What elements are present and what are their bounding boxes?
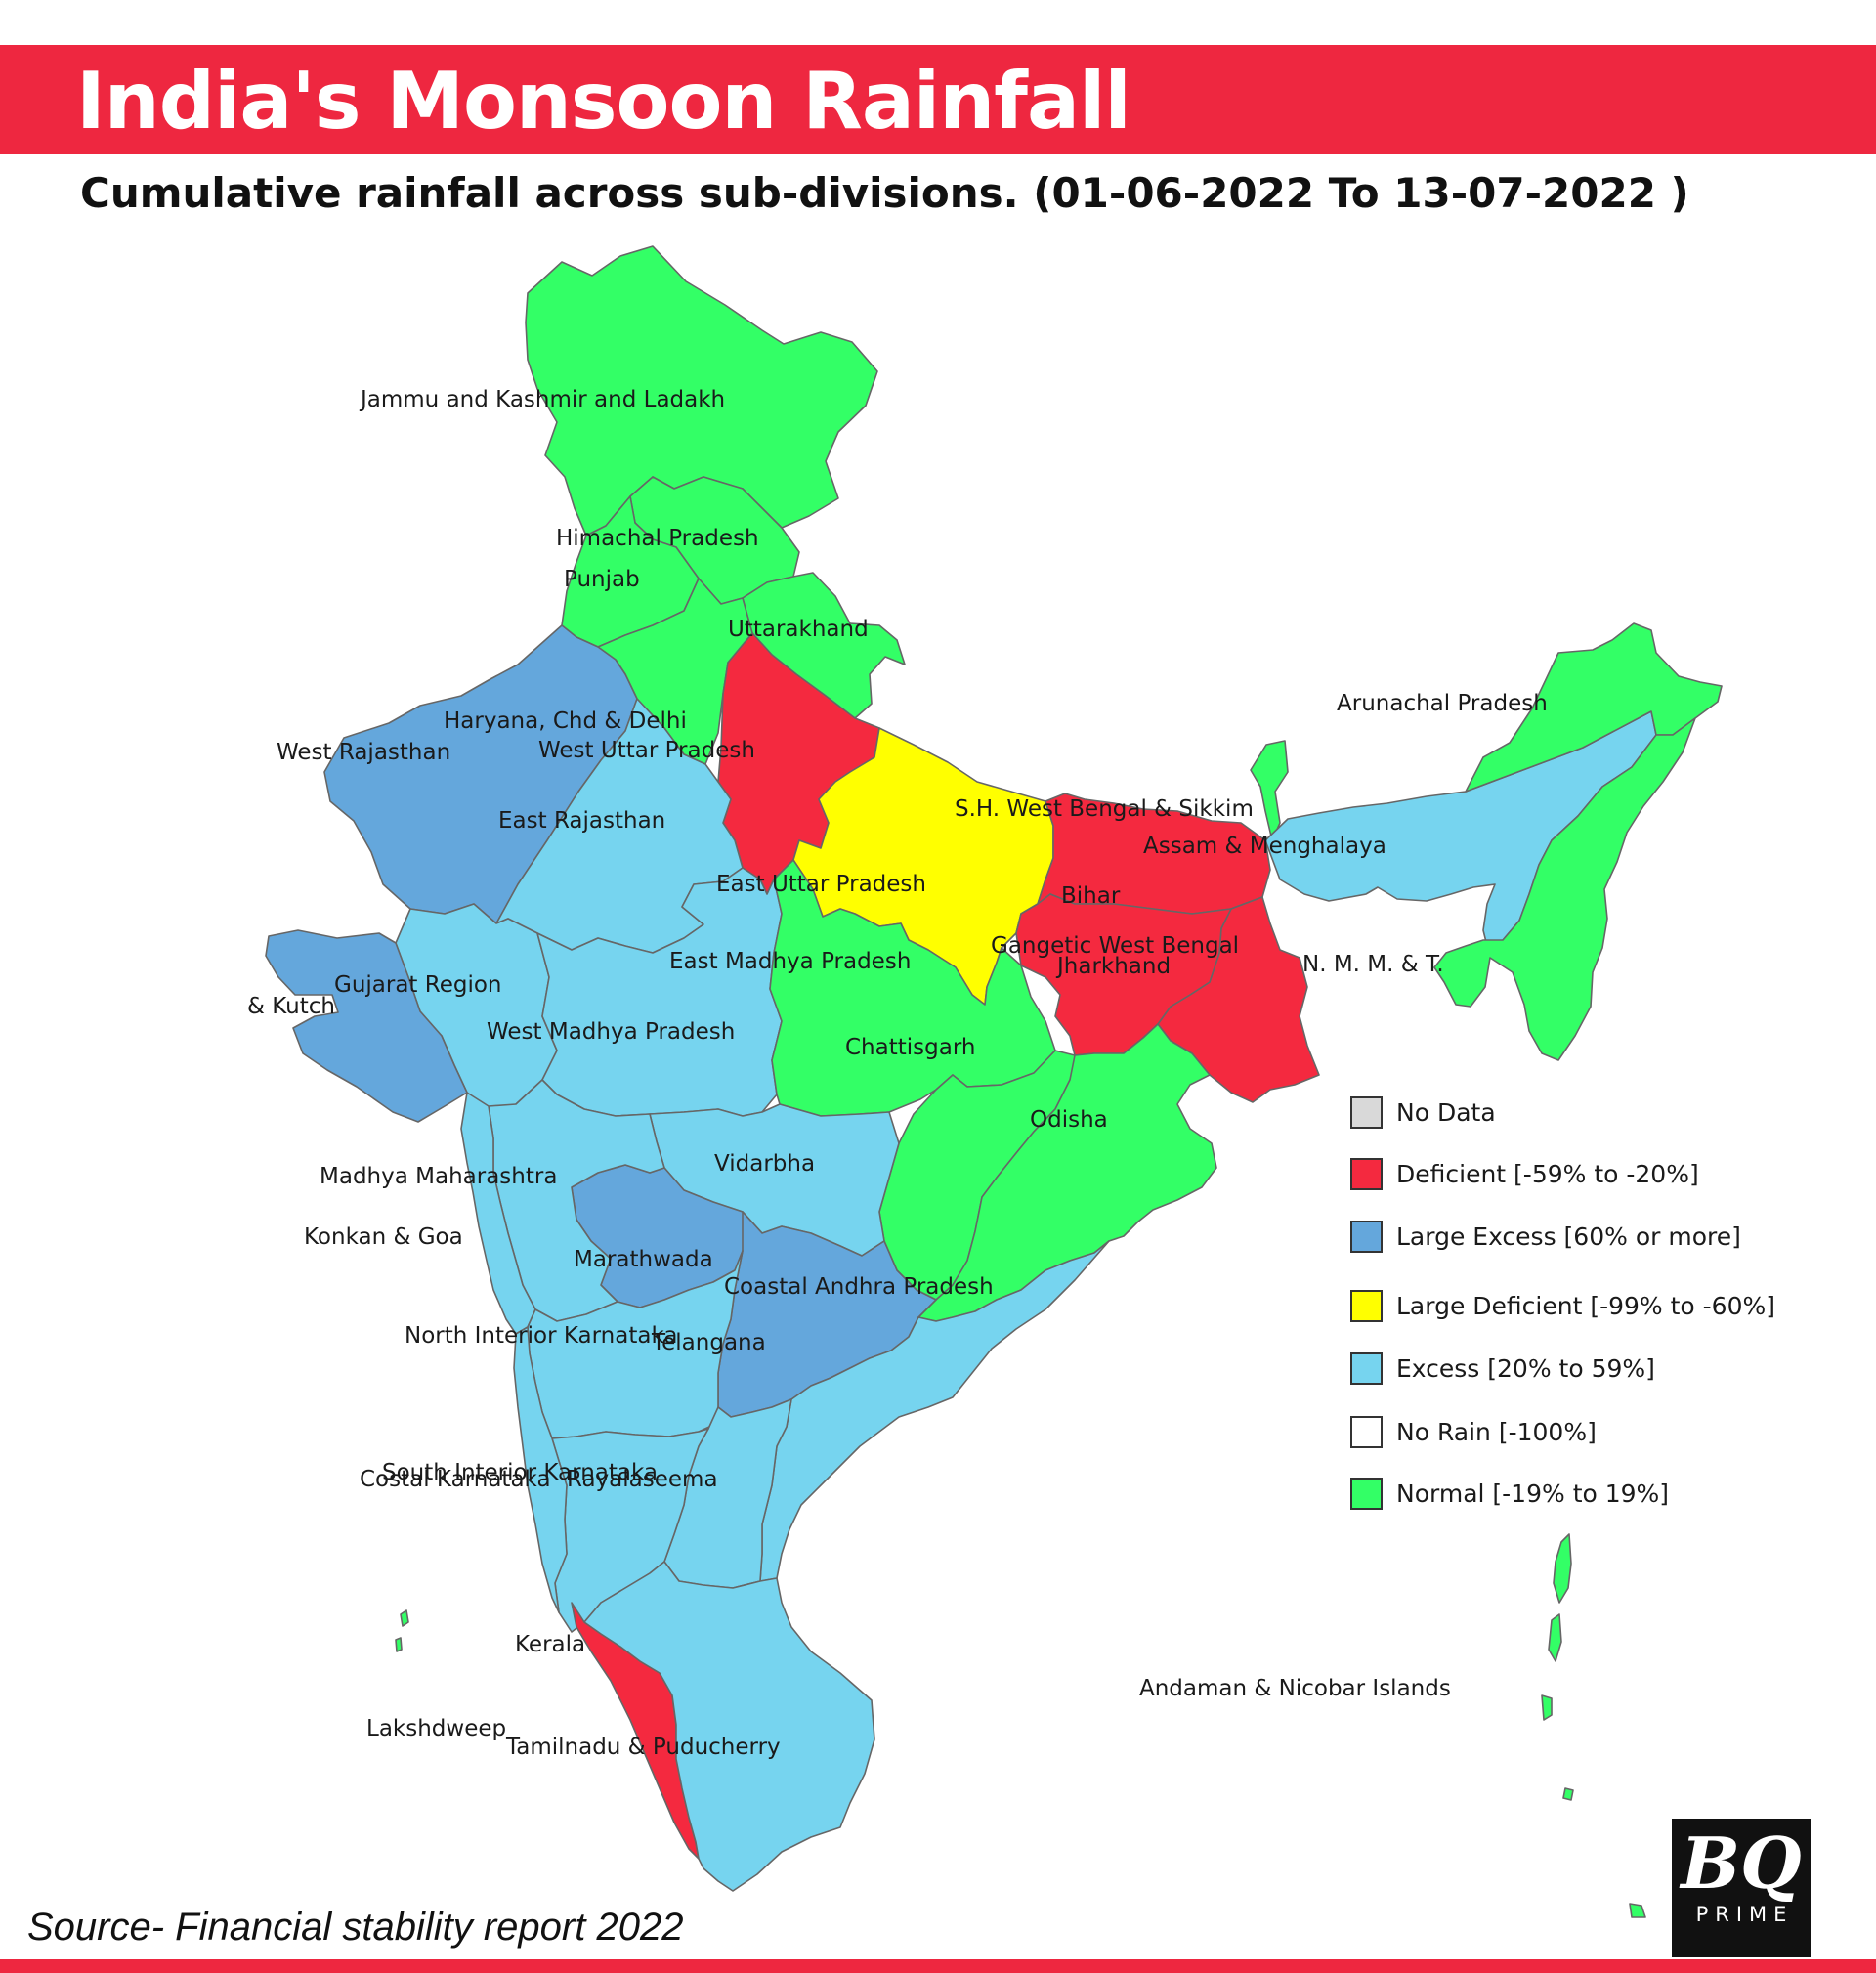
page-subtitle: Cumulative rainfall across sub-divisions… xyxy=(80,169,1689,217)
legend-label: Large Deficient [-99% to -60%] xyxy=(1396,1291,1776,1320)
region-costal-karnataka xyxy=(513,1326,568,1613)
region-label-kutch: & Kutch xyxy=(247,994,336,1019)
page-title: India's Monsoon Rainfall xyxy=(76,56,1131,147)
region-label-chattisgarh: Chattisgarh xyxy=(845,1035,976,1060)
legend-item-large-excess: Large Excess [60% or more] xyxy=(1350,1217,1741,1256)
legend-item-no-data: No Data xyxy=(1350,1093,1496,1132)
legend-label: Normal [-19% to 19%] xyxy=(1396,1479,1670,1508)
legend-item-no-rain: No Rain [-100%] xyxy=(1350,1412,1597,1451)
bq-prime-logo: BQ PRIME xyxy=(1672,1819,1811,1957)
region-label-nmmt: N. M. M. & T. xyxy=(1302,952,1444,977)
legend-item-deficient: Deficient [-59% to -20%] xyxy=(1350,1154,1699,1193)
legend-swatch xyxy=(1350,1477,1383,1510)
region-label-north-interior-karnataka: North Interior Karnataka xyxy=(405,1323,678,1349)
region-jammu-kashmir-ladakh xyxy=(525,245,878,536)
region-label-east-rajasthan: East Rajasthan xyxy=(498,808,666,834)
region-label-gujarat-region: Gujarat Region xyxy=(334,972,502,998)
region-nmmt xyxy=(1433,717,1696,1061)
region-label-haryana-delhi: Haryana, Chd & Delhi xyxy=(444,708,687,734)
region-label-east-madhya-pradesh: East Madhya Pradesh xyxy=(669,949,912,974)
legend-swatch xyxy=(1350,1220,1383,1253)
region-label-andaman-nicobar: Andaman & Nicobar Islands xyxy=(1139,1676,1451,1701)
logo-subtext: PRIME xyxy=(1695,1903,1794,1926)
region-east-madhya-pradesh xyxy=(769,859,1056,1117)
footer-line xyxy=(0,1959,1876,1973)
region-label-assam-meghalaya: Assam & Menghalaya xyxy=(1143,834,1386,859)
region-label-himachal-pradesh: Himachal Pradesh xyxy=(556,526,759,551)
title-banner xyxy=(0,45,1876,154)
logo-mark: BQ xyxy=(1681,1822,1802,1905)
region-coastal-andhra-pradesh xyxy=(759,1240,1110,1582)
legend-label: No Rain [-100%] xyxy=(1396,1417,1597,1446)
legend-swatch xyxy=(1350,1415,1383,1448)
india-rainfall-map xyxy=(265,245,1723,1918)
region-label-south-interior-karnataka: South Interior Karnataka xyxy=(382,1460,658,1485)
region-label-telangana: Telangana xyxy=(652,1330,766,1355)
region-sh-west-bengal-sikkim xyxy=(1250,740,1289,841)
region-label-marathwada: Marathwada xyxy=(574,1247,713,1272)
region-label-west-rajasthan: West Rajasthan xyxy=(277,740,451,765)
region-label-coastal-andhra-pradesh: Coastal Andhra Pradesh xyxy=(724,1274,994,1300)
region-arunachal-pradesh xyxy=(1465,622,1723,793)
region-label-rayalaseema: Rayalaseema xyxy=(567,1467,718,1492)
legend-label: No Data xyxy=(1396,1097,1496,1127)
region-label-sh-west-bengal-sikkim: S.H. West Bengal & Sikkim xyxy=(955,796,1254,822)
region-label-costal-karnataka: Costal Karnataka xyxy=(360,1467,551,1492)
legend-swatch xyxy=(1350,1289,1383,1322)
legend-label: Deficient [-59% to -20%] xyxy=(1396,1159,1699,1188)
legend-item-large-deficient: Large Deficient [-99% to -60%] xyxy=(1350,1286,1775,1325)
region-label-uttarakhand: Uttarakhand xyxy=(728,617,869,642)
region-label-west-madhya-pradesh: West Madhya Pradesh xyxy=(487,1019,736,1045)
region-label-arunachal-pradesh: Arunachal Pradesh xyxy=(1337,691,1548,716)
region-label-bihar: Bihar xyxy=(1061,883,1121,909)
legend-swatch xyxy=(1350,1157,1383,1190)
region-label-west-uttar-pradesh: West Uttar Pradesh xyxy=(538,738,755,763)
legend-swatch xyxy=(1350,1351,1383,1385)
region-label-jharkhand: Jharkhand xyxy=(1057,954,1172,979)
region-label-vidarbha: Vidarbha xyxy=(714,1151,816,1177)
region-label-jammu-kashmir-ladakh: Jammu and Kashmir and Ladakh xyxy=(361,387,726,412)
region-lakshdweep xyxy=(395,1609,409,1652)
region-label-east-uttar-pradesh: East Uttar Pradesh xyxy=(716,872,926,897)
region-label-konkan-goa: Konkan & Goa xyxy=(304,1224,463,1250)
legend-label: Excess [20% to 59%] xyxy=(1396,1353,1655,1383)
legend-swatch xyxy=(1350,1095,1383,1129)
region-label-lakshdweep: Lakshdweep xyxy=(366,1716,507,1741)
region-label-gangetic-west-bengal: Gangetic West Bengal xyxy=(991,933,1240,959)
region-andaman-nicobar xyxy=(1541,1533,1646,1918)
region-label-madhya-maharashtra: Madhya Maharashtra xyxy=(320,1164,558,1189)
region-saurashtra-kutch xyxy=(265,929,468,1123)
region-label-tamilnadu-puducherry: Tamilnadu & Puducherry xyxy=(506,1735,781,1760)
legend-item-normal: Normal [-19% to 19%] xyxy=(1350,1474,1669,1513)
region-label-kerala: Kerala xyxy=(515,1632,586,1657)
region-label-punjab: Punjab xyxy=(564,567,640,592)
source-note: Source- Financial stability report 2022 xyxy=(27,1906,684,1949)
legend-label: Large Excess [60% or more] xyxy=(1396,1222,1741,1251)
legend-item-excess: Excess [20% to 59%] xyxy=(1350,1349,1655,1388)
region-label-odisha: Odisha xyxy=(1030,1107,1108,1133)
region-tamilnadu-puducherry xyxy=(583,1561,875,1892)
